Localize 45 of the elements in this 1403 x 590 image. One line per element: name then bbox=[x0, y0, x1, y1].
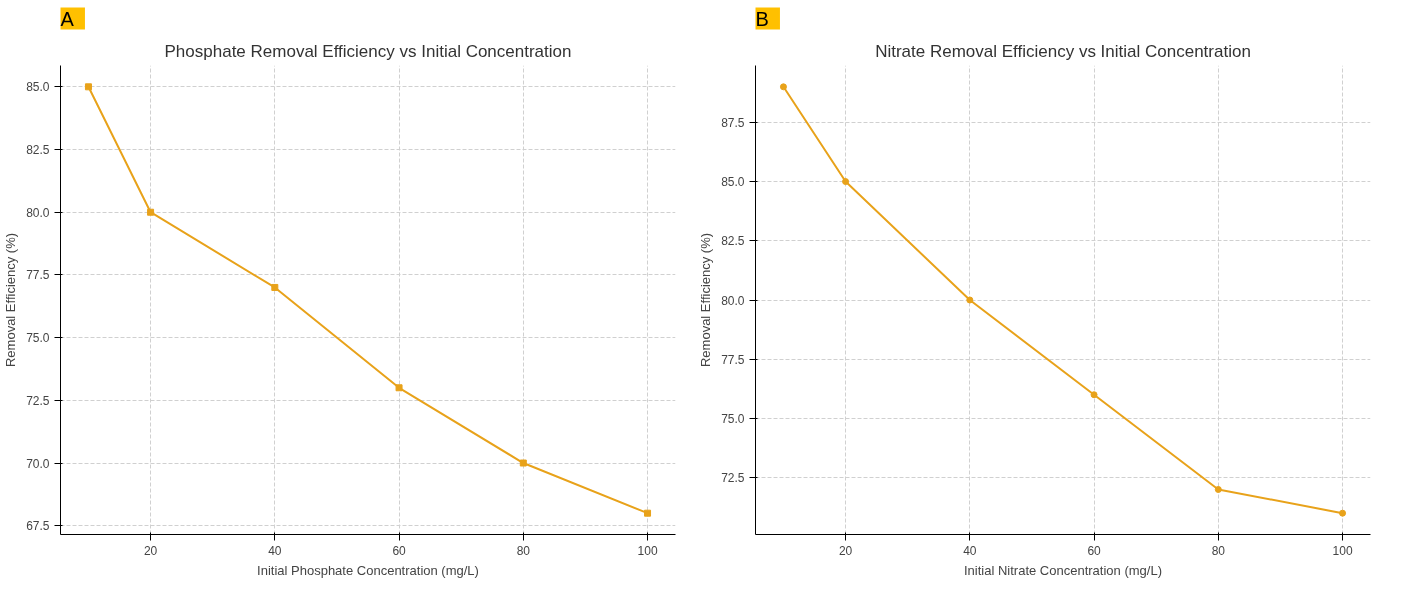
x-axis-title: Initial Nitrate Concentration (mg/L) bbox=[964, 562, 1162, 578]
point bbox=[779, 83, 787, 91]
y-tick-label: 85.0 bbox=[721, 175, 745, 190]
text: B bbox=[755, 7, 769, 30]
y-tick-label: 77.5 bbox=[721, 352, 745, 367]
x-tick-label: 40 bbox=[268, 543, 282, 558]
x-tick-label: 20 bbox=[143, 543, 158, 558]
point bbox=[644, 509, 652, 517]
y-axis-title: Removal Efficiency (%) bbox=[3, 232, 19, 368]
y-tick-label: 75.0 bbox=[721, 411, 745, 426]
x-axis-title: Initial Phosphate Concentration (mg/L) bbox=[257, 562, 479, 578]
x-tick-label: 40 bbox=[963, 543, 977, 558]
y-tick-label: 87.5 bbox=[721, 115, 745, 130]
y-tick-label: 70.0 bbox=[26, 456, 50, 471]
point bbox=[84, 83, 92, 91]
y-tick-label: 75.0 bbox=[26, 331, 50, 346]
point bbox=[1090, 391, 1098, 399]
chart-title: Nitrate Removal Efficiency vs Initial Concentration bbox=[875, 41, 1251, 61]
x-tick-label: 100 bbox=[637, 543, 658, 558]
x-tick-label: 80 bbox=[516, 543, 531, 558]
y-tick-label: 72.5 bbox=[721, 471, 745, 486]
y-tick-label: 72.5 bbox=[26, 393, 50, 408]
y-tick-label: 82.5 bbox=[721, 234, 745, 249]
x-tick-label: 80 bbox=[1211, 543, 1226, 558]
point bbox=[271, 283, 279, 291]
point bbox=[966, 296, 974, 304]
point bbox=[1339, 509, 1347, 517]
x-tick-label: 60 bbox=[1087, 543, 1102, 558]
y-tick-label: 82.5 bbox=[26, 143, 50, 158]
x-tick-label: 60 bbox=[392, 543, 407, 558]
y-tick-label: 80.0 bbox=[26, 205, 50, 220]
point bbox=[147, 208, 155, 216]
y-tick-label: 80.0 bbox=[721, 293, 745, 308]
point bbox=[1214, 486, 1222, 493]
point bbox=[395, 384, 403, 392]
x-tick-label: 20 bbox=[838, 543, 853, 558]
chart-title: Phosphate Removal Efficiency vs Initial Concentration bbox=[164, 41, 572, 61]
point bbox=[519, 459, 527, 467]
y-tick-label: 85.0 bbox=[26, 80, 50, 95]
y-tick-label: 67.5 bbox=[26, 519, 50, 534]
point bbox=[842, 178, 850, 186]
x-tick-label: 100 bbox=[1332, 543, 1353, 558]
y-axis-title: Removal Efficiency (%) bbox=[698, 232, 714, 368]
text: A bbox=[60, 7, 75, 30]
y-tick-label: 77.5 bbox=[26, 268, 50, 283]
